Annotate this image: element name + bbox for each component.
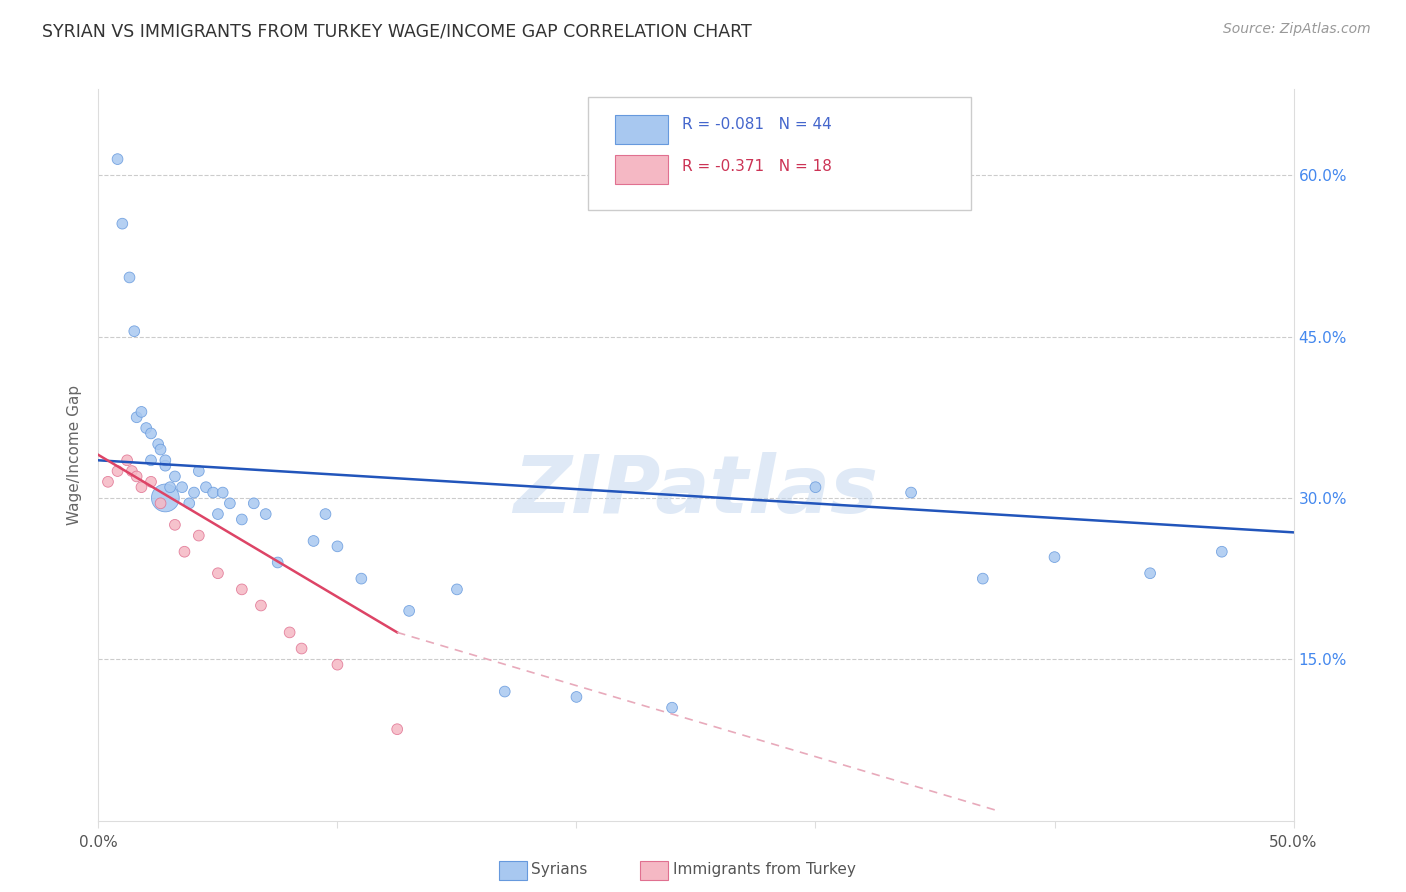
Point [900,485,922,500]
Point [291,641,314,656]
Point [97,475,120,489]
Point [159,480,181,494]
Point [231,512,253,526]
FancyBboxPatch shape [614,155,668,185]
Point [302,533,325,548]
Point [565,690,588,704]
Point [107,464,129,478]
Point [148,437,170,451]
Text: ZIPatlas: ZIPatlas [513,452,879,531]
Text: R = -0.081   N = 44: R = -0.081 N = 44 [682,117,831,132]
Point [1043,550,1066,565]
Point [1139,566,1161,581]
Point [202,485,225,500]
Text: Source: ZipAtlas.com: Source: ZipAtlas.com [1223,22,1371,37]
FancyBboxPatch shape [588,96,970,210]
Text: R = -0.371   N = 18: R = -0.371 N = 18 [682,159,831,174]
Point [118,270,141,285]
Point [135,421,157,435]
Point [163,517,186,532]
Point [172,480,194,494]
Point [326,539,349,553]
Point [111,217,134,231]
Point [125,469,148,483]
FancyBboxPatch shape [614,115,668,145]
Point [385,723,409,737]
Point [149,496,172,510]
Point [804,480,827,494]
Point [494,684,516,698]
Point [139,475,162,489]
Point [267,556,290,570]
Point [315,507,337,521]
Point [219,496,242,510]
Point [131,480,153,494]
Point [194,480,218,494]
Point [661,700,683,714]
Point [124,324,146,338]
Point [183,485,205,500]
Point [278,625,301,640]
Point [207,566,229,581]
Point [163,469,186,483]
Point [155,458,177,473]
Point [1211,545,1233,559]
Point [149,442,172,457]
Text: SYRIAN VS IMMIGRANTS FROM TURKEY WAGE/INCOME GAP CORRELATION CHART: SYRIAN VS IMMIGRANTS FROM TURKEY WAGE/IN… [42,22,752,40]
Point [179,496,201,510]
Y-axis label: Wage/Income Gap: Wage/Income Gap [67,384,83,525]
Point [107,152,129,166]
Point [187,528,209,542]
Point [131,405,153,419]
Point [207,507,229,521]
Point [173,545,195,559]
Point [398,604,420,618]
Point [243,496,266,510]
Point [115,453,138,467]
Point [139,453,162,467]
Point [155,453,177,467]
Point [254,507,277,521]
Text: Syrians: Syrians [531,863,588,877]
Point [326,657,349,672]
Point [972,572,994,586]
Point [139,426,162,441]
Point [121,464,143,478]
Text: Immigrants from Turkey: Immigrants from Turkey [673,863,856,877]
Point [211,485,233,500]
Point [250,599,273,613]
Point [187,464,209,478]
Point [155,491,177,505]
Point [125,410,148,425]
Point [446,582,468,597]
Point [231,582,253,597]
Point [350,572,373,586]
